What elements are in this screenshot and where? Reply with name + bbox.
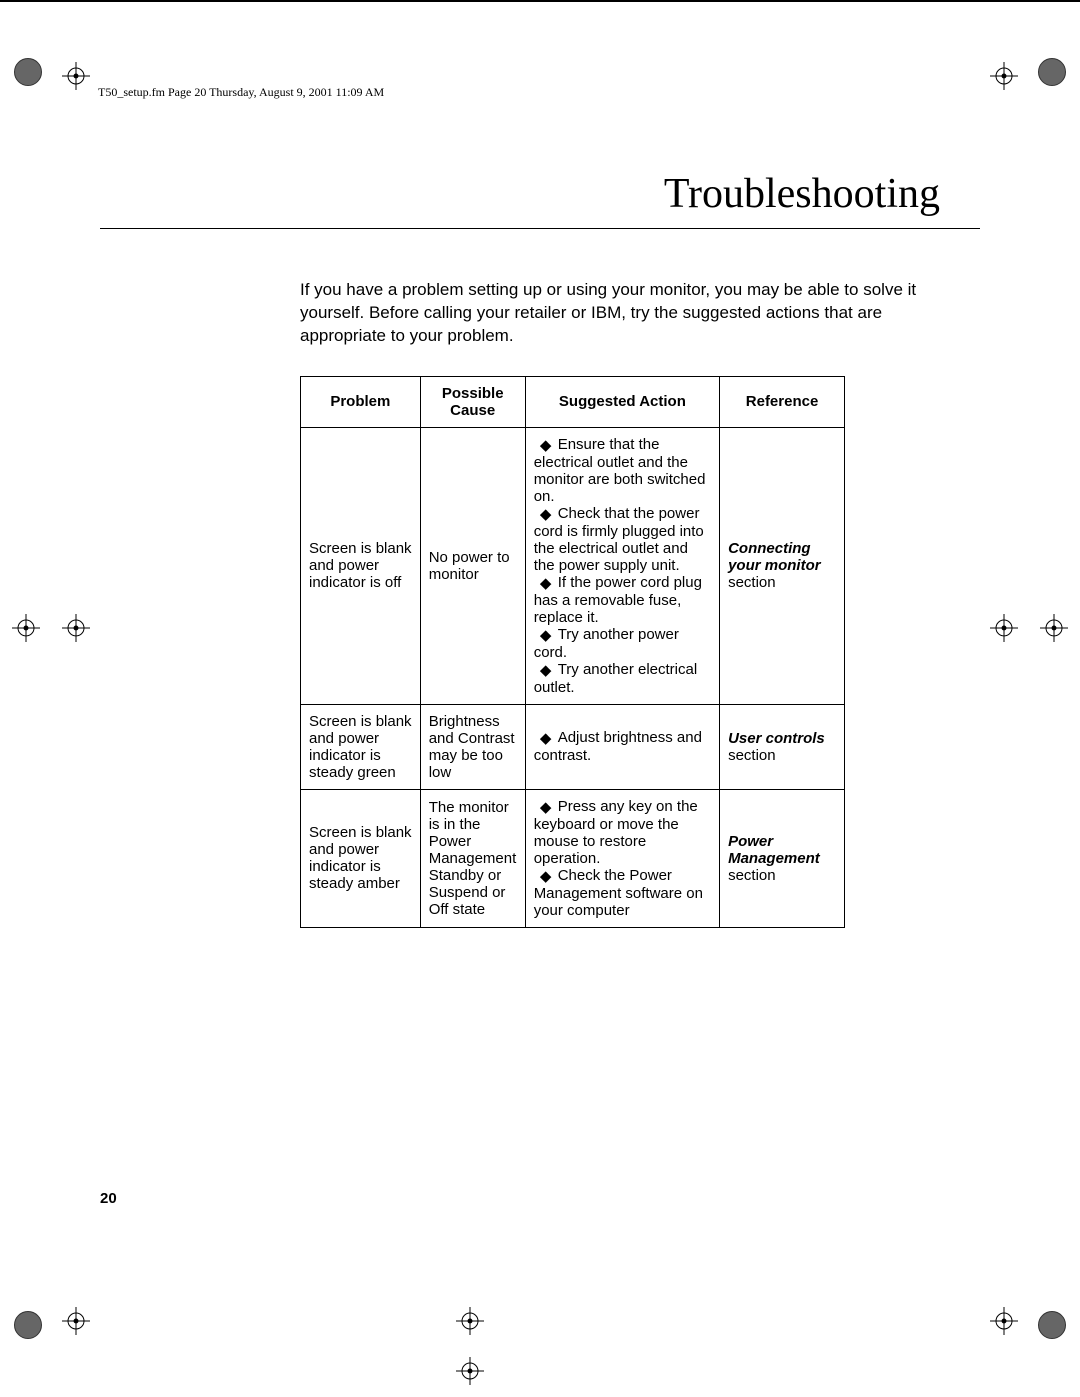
col-header-problem: Problem: [301, 376, 421, 427]
cell-cause: Brightness and Contrast may be too low: [420, 704, 525, 789]
page-content: Troubleshooting If you have a problem se…: [100, 150, 980, 928]
cell-cause: No power to monitor: [420, 427, 525, 704]
crop-mark-icon: [12, 614, 40, 642]
cell-reference: Connecting your monitor section: [720, 427, 845, 704]
cell-reference: Power Management section: [720, 789, 845, 927]
bullet-icon: ◆: [534, 798, 558, 816]
troubleshooting-table: Problem Possible Cause Suggested Action …: [300, 376, 845, 928]
bullet-icon: ◆: [534, 729, 558, 747]
ref-link: User controls: [728, 730, 825, 747]
ref-tail: section: [728, 867, 776, 884]
ref-link: Power Management: [728, 833, 820, 867]
action-text: Check the Power Management software on y…: [534, 867, 703, 919]
cell-reference: User controls section: [720, 704, 845, 789]
crop-mark-icon: [62, 62, 90, 90]
bullet-icon: ◆: [534, 436, 558, 454]
action-text: Ensure that the electrical outlet and th…: [534, 436, 706, 505]
crop-line-bottom: [0, 1, 1080, 2]
cell-problem: Screen is blank and power indicator is o…: [301, 427, 421, 704]
cell-problem: Screen is blank and power indicator is s…: [301, 789, 421, 927]
col-header-reference: Reference: [720, 376, 845, 427]
intro-text: If you have a problem setting up or usin…: [300, 279, 940, 348]
col-header-cause: Possible Cause: [420, 376, 525, 427]
table-header-row: Problem Possible Cause Suggested Action …: [301, 376, 845, 427]
reg-disc-icon: [1038, 58, 1066, 86]
title-rule: [100, 228, 980, 229]
doc-header-text: T50_setup.fm Page 20 Thursday, August 9,…: [98, 85, 384, 100]
table-row: Screen is blank and power indicator is s…: [301, 704, 845, 789]
cell-problem: Screen is blank and power indicator is s…: [301, 704, 421, 789]
crop-mark-icon: [456, 1357, 484, 1385]
cell-action: ◆Press any key on the keyboard or move t…: [525, 789, 719, 927]
bullet-icon: ◆: [534, 574, 558, 592]
cell-action: ◆Ensure that the electrical outlet and t…: [525, 427, 719, 704]
crop-mark-icon: [456, 1307, 484, 1335]
action-text: If the power cord plug has a removable f…: [534, 574, 702, 626]
action-text: Press any key on the keyboard or move th…: [534, 798, 698, 867]
page-title: Troubleshooting: [100, 170, 940, 218]
cell-action: ◆Adjust brightness and contrast.: [525, 704, 719, 789]
reg-disc-icon: [14, 1311, 42, 1339]
bullet-icon: ◆: [534, 626, 558, 644]
crop-mark-icon: [62, 1307, 90, 1335]
action-text: Try another electrical outlet.: [534, 661, 698, 696]
page-number: 20: [100, 1190, 117, 1207]
col-header-action: Suggested Action: [525, 376, 719, 427]
table-row: Screen is blank and power indicator is o…: [301, 427, 845, 704]
ref-link: Connecting your monitor: [728, 540, 821, 574]
table-row: Screen is blank and power indicator is s…: [301, 789, 845, 927]
crop-mark-icon: [990, 1307, 1018, 1335]
bullet-icon: ◆: [534, 661, 558, 679]
crop-mark-icon: [990, 614, 1018, 642]
action-text: Check that the power cord is firmly plug…: [534, 505, 704, 574]
bullet-icon: ◆: [534, 505, 558, 523]
reg-disc-icon: [14, 58, 42, 86]
ref-tail: section: [728, 574, 776, 591]
bullet-icon: ◆: [534, 867, 558, 885]
crop-mark-icon: [1040, 614, 1068, 642]
action-text: Adjust brightness and contrast.: [534, 729, 702, 764]
reg-disc-icon: [1038, 1311, 1066, 1339]
crop-mark-icon: [62, 614, 90, 642]
ref-tail: section: [728, 747, 776, 764]
crop-mark-icon: [990, 62, 1018, 90]
cell-cause: The monitor is in the Power Management S…: [420, 789, 525, 927]
